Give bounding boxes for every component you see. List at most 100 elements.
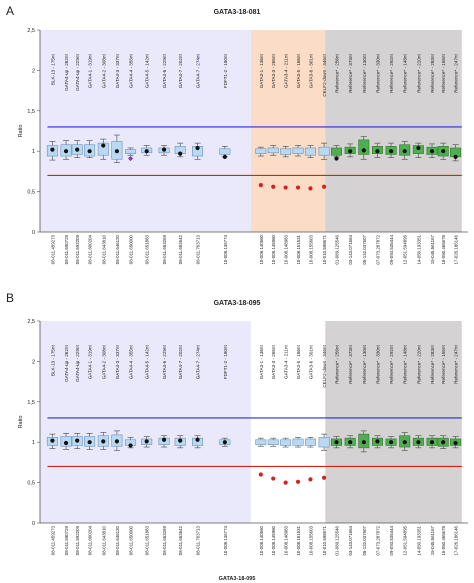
x-tick-label: 17-026.186146: [454, 234, 459, 264]
x-tick-label: 16-050.465678: [441, 234, 446, 264]
data-point: [161, 147, 167, 152]
probe-box: [267, 147, 279, 154]
data-point: [348, 149, 353, 154]
probe-name-label: Reference* - 155nt: [441, 345, 446, 384]
region-normal: [40, 30, 251, 232]
probe-name-label: GATA4-up - 262nt: [64, 345, 69, 382]
probe-box: [219, 148, 231, 155]
data-point: [321, 184, 327, 189]
data-point: [416, 145, 421, 151]
probe-box: [304, 147, 316, 156]
data-point: [453, 154, 458, 159]
x-tick-label: 08-011.650000: [129, 525, 134, 555]
x-tick-label: 15-045.561167: [430, 525, 435, 555]
data-point: [321, 475, 327, 480]
x-tick-label: 10-008.145960: [271, 525, 276, 555]
probe-box: [292, 438, 304, 446]
probe-name-label: Reference* - 283nt: [430, 345, 435, 384]
probe-name-label: Reference* - 155nt: [441, 54, 446, 93]
data-point: [388, 149, 394, 154]
data-point: [283, 480, 288, 485]
x-tick-label: 12-051.594895: [403, 234, 408, 264]
x-tick-label: 10-008.145960: [271, 234, 276, 264]
probe-name-label: GATA3-1 - 136nt: [259, 54, 264, 89]
probe-name-label: GATA4-2 - 308nt: [101, 345, 106, 380]
data-point: [361, 148, 366, 153]
probe-name-label: GATA4-5 - 142nt: [145, 345, 150, 380]
probe-name-label: Reference* - 373nt: [348, 54, 353, 93]
probe-name-label: Reference* - 247nt: [454, 54, 459, 93]
x-tick-label: 08-011.600204: [88, 525, 93, 555]
x-tick-label: 10-008.136774: [223, 525, 228, 555]
probe-name-label: Reference* - 256nt: [334, 54, 339, 93]
probe-name-label: Reference* - 283nt: [430, 54, 435, 93]
data-point: [63, 440, 69, 446]
x-tick-label: 10-008.151531: [296, 234, 301, 264]
probe-name-label: CELF2-down - 346nt: [322, 345, 327, 388]
data-point: [429, 149, 435, 154]
probe-box: [304, 438, 316, 446]
probe-name-label: Reference* - 148nt: [403, 345, 408, 384]
x-tick-label: 10-008.155603: [308, 525, 313, 555]
data-point: [416, 440, 421, 445]
data-point: [441, 149, 446, 154]
data-point: [334, 440, 339, 445]
data-point: [453, 440, 458, 446]
data-point: [308, 186, 313, 191]
x-tick-label: 17-026.186146: [454, 525, 459, 555]
y-tick-label: 0,5: [27, 190, 35, 196]
data-point: [441, 440, 446, 445]
region-deleted: [250, 321, 326, 523]
x-tick-label: 10-008.151531: [296, 525, 301, 555]
x-tick-label: 10-008.148983: [284, 234, 289, 264]
x-tick-label: 10-008.155603: [308, 234, 313, 264]
data-point: [295, 479, 301, 484]
data-point: [388, 440, 394, 445]
y-tick-label: 0: [32, 521, 35, 527]
data-point: [258, 183, 263, 188]
x-tick-label: 08-011.459273: [50, 525, 55, 555]
region-reference: [325, 321, 462, 523]
probe-box: [330, 147, 342, 156]
region-reference: [325, 30, 462, 232]
x-tick-label: 08-011.651883: [145, 234, 150, 264]
y-tick-label: 0: [32, 230, 35, 236]
probe-name-label: FDFT1-2 - 180nt: [223, 345, 228, 380]
probe-name-label: GATA3-6 - 301nt: [308, 345, 313, 380]
x-tick-label: 08-011.653542: [178, 525, 183, 555]
probe-name-label: GATA4-7 - 202nt: [178, 54, 183, 89]
x-tick-label: 08-011.703713: [196, 234, 201, 264]
y-tick-label: 1: [32, 149, 35, 155]
probe-name-label: GATA3-4 - 211nt: [284, 345, 289, 379]
probe-name-label: Reference* - 330nt: [375, 345, 380, 384]
probe-name-label: GATA4-6 - 229nt: [162, 54, 167, 89]
x-tick-label: 08-011.643810: [101, 234, 106, 264]
probe-name-label: Reference* - 148nt: [403, 54, 408, 93]
x-tick-label: 08-011.643810: [101, 525, 106, 555]
data-point: [50, 438, 55, 443]
x-tick-label: 08-011.590729: [64, 525, 69, 555]
data-point: [178, 151, 183, 156]
y-tick-label: 0,5: [27, 481, 35, 487]
x-tick-label: 09-093.535444: [389, 234, 394, 264]
chart-title: GATA3-18-095: [214, 300, 261, 307]
data-point: [222, 440, 227, 445]
data-point: [402, 149, 407, 154]
x-tick-label: 08-011.653269: [162, 234, 167, 264]
probe-box: [318, 146, 330, 156]
x-tick-label: 03-143.071664: [348, 525, 353, 555]
probe-name-label: GATA4-7 - 202nt: [178, 345, 183, 380]
data-point: [114, 439, 120, 444]
data-point: [258, 472, 263, 477]
data-point: [144, 149, 149, 154]
probe-name-label: BLK-13 - 175nt: [50, 54, 55, 86]
probe-box: [267, 439, 279, 445]
x-tick-label: 01-089.125546: [334, 525, 339, 555]
probe-name-label: GATA3-1 - 136nt: [259, 345, 264, 380]
probe-name-label: GATA3-3 - 265nt: [271, 54, 276, 89]
data-point: [144, 439, 149, 444]
probe-name-label: GATA3-5 - 166nt: [296, 54, 301, 89]
data-point: [87, 149, 92, 154]
x-tick-label: 03-143.071664: [348, 234, 353, 264]
